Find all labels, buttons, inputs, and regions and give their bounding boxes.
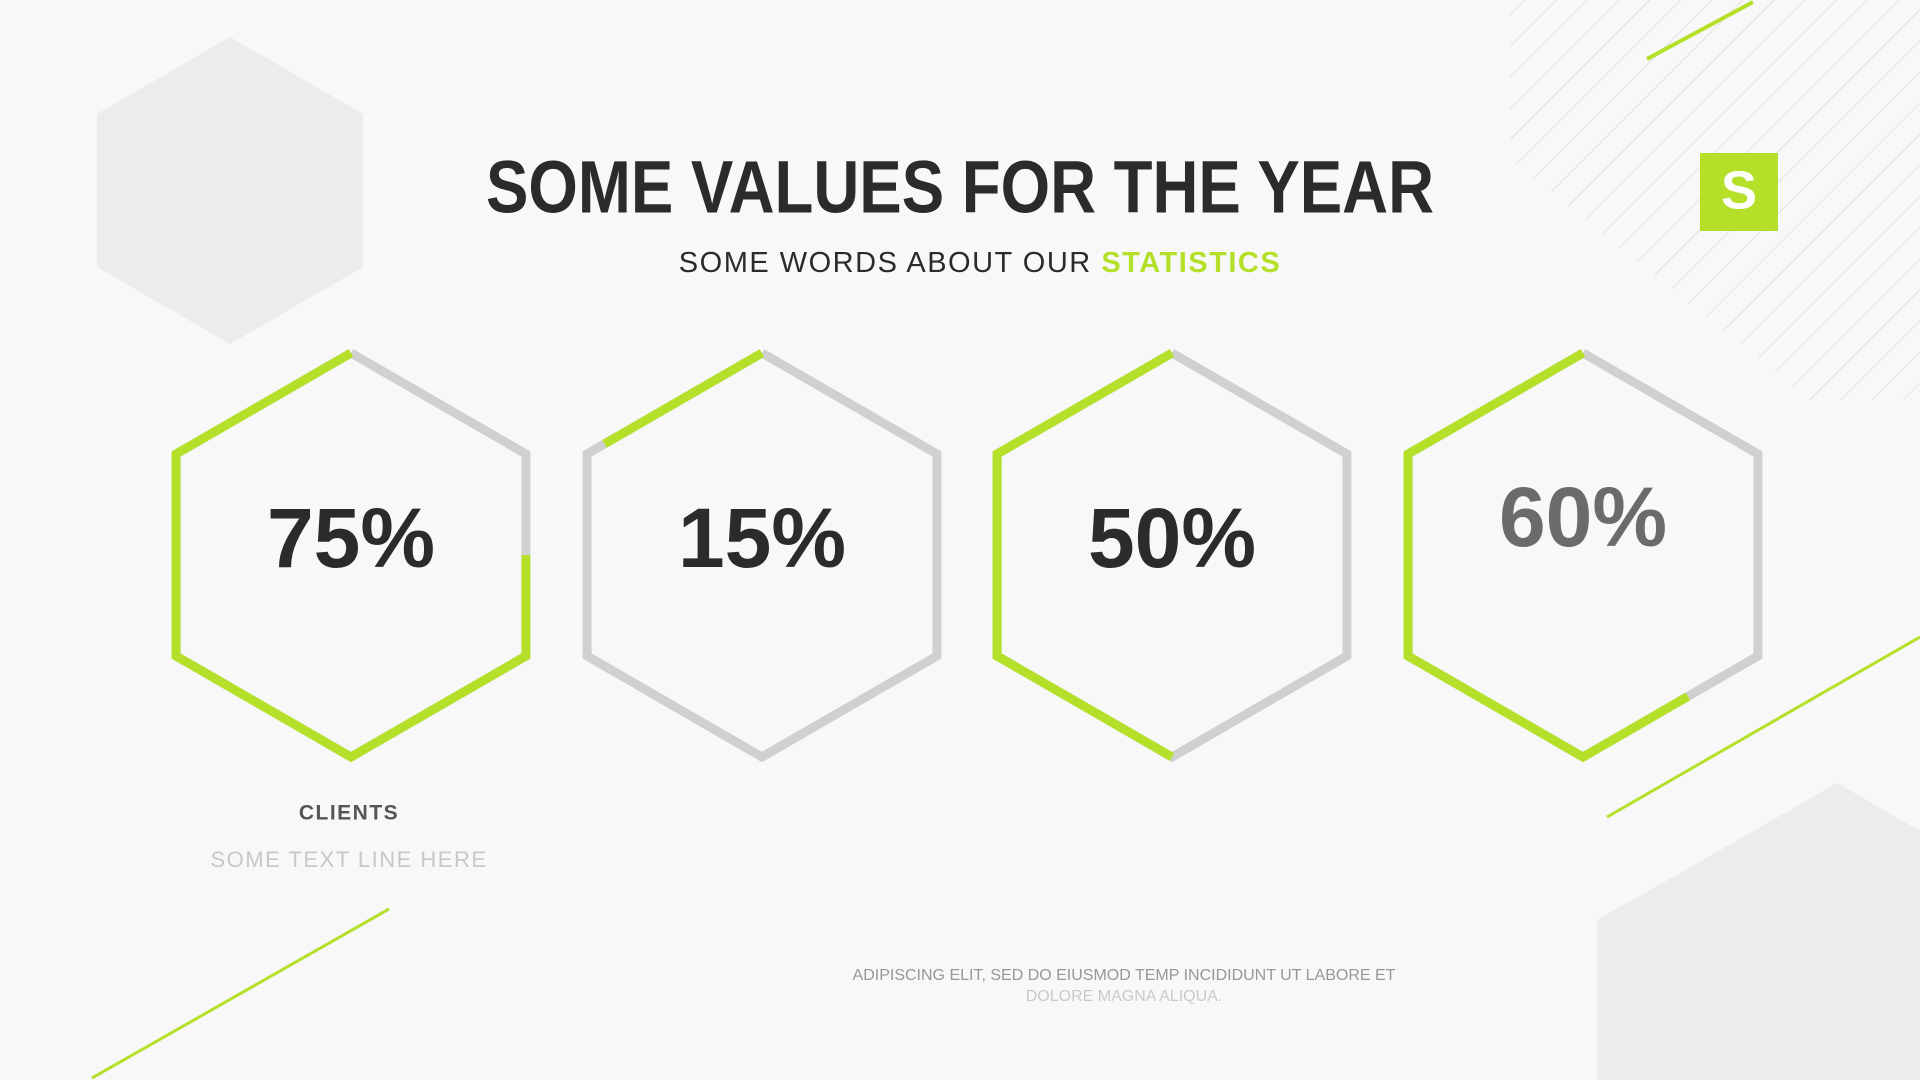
subtitle-text: SOME WORDS ABOUT OUR	[679, 247, 1092, 279]
hex-progress	[1403, 349, 1763, 763]
stat-label: CLIENTS	[299, 802, 399, 825]
stat-text: SOME TEXT LINE HERE	[210, 847, 487, 872]
stat-value: 75%	[267, 491, 435, 585]
stat-value: 15%	[678, 491, 846, 585]
stats: 75% 15% 50% 60%	[171, 349, 1763, 763]
bg-hexagon	[1597, 783, 1920, 1080]
bg-hexagon	[97, 37, 363, 344]
hex-track	[582, 349, 942, 763]
title: SOME VALUES FOR THE YEAR	[486, 146, 1434, 229]
hex-progress	[992, 349, 1352, 763]
hex-progress	[171, 349, 531, 763]
subtitle-highlight: STATISTICS	[1101, 247, 1281, 279]
stat-value: 50%	[1088, 491, 1256, 585]
accent-line	[1606, 635, 1920, 819]
stat-value: 60%	[1499, 470, 1667, 564]
logo-box	[1700, 153, 1778, 231]
logo-letter: S	[1721, 160, 1757, 220]
accent-line	[91, 907, 390, 1080]
subtitle: SOME WORDS ABOUT OUR STATISTICS	[679, 247, 1281, 279]
footer-line: DOLORE MAGNA ALIQUA.	[1026, 988, 1223, 1005]
accent-line	[1646, 0, 1754, 61]
footer-line: ADIPISCING ELIT, SED DO EIUSMOD TEMP INC…	[853, 967, 1396, 984]
